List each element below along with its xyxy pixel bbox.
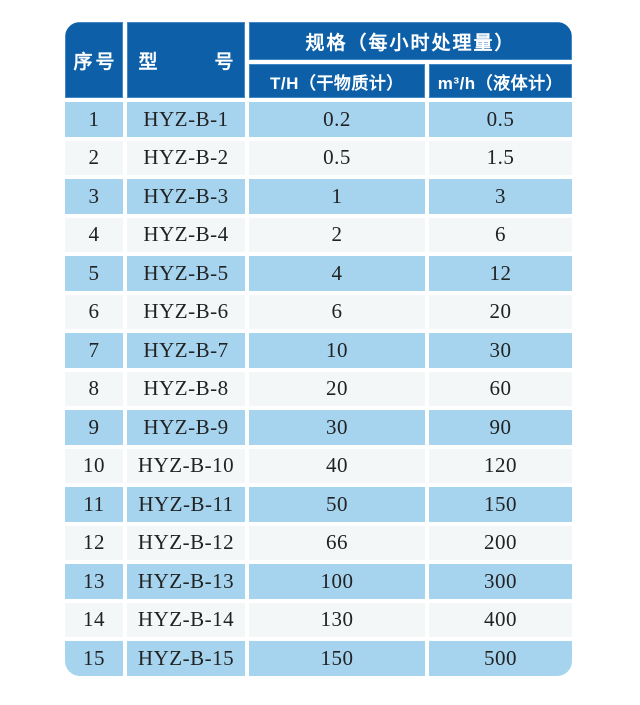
table-cell-model: HYZ-B-2 (127, 140, 245, 175)
table-cell-liquid-value: 30 (429, 333, 572, 368)
table-cell-dry-value: 4 (249, 256, 425, 291)
table-cell-dry-value: 1 (249, 179, 425, 214)
table-cell-model: HYZ-B-12 (127, 525, 245, 560)
header-serial-number: 序号 (65, 22, 123, 98)
table-cell-serial: 13 (65, 564, 123, 599)
table-cell-dry-value: 50 (249, 487, 425, 522)
table-cell-liquid-value: 12 (429, 256, 572, 291)
table-cell-model: HYZ-B-3 (127, 179, 245, 214)
table-cell-dry-value: 130 (249, 602, 425, 637)
table-cell-liquid-value: 1.5 (429, 140, 572, 175)
table-cell-dry-value: 6 (249, 294, 425, 329)
table-cell-serial: 8 (65, 371, 123, 406)
header-dry-matter-capacity: T/H（干物质计） (249, 64, 425, 98)
table-cell-liquid-value: 6 (429, 217, 572, 252)
table-cell-serial: 10 (65, 448, 123, 483)
table-cell-liquid-value: 500 (429, 641, 572, 676)
table-cell-serial: 1 (65, 102, 123, 137)
table-cell-serial: 12 (65, 525, 123, 560)
header-model: 型 号 (127, 22, 245, 98)
table-cell-serial: 15 (65, 641, 123, 676)
table-cell-dry-value: 0.5 (249, 140, 425, 175)
table-cell-dry-value: 2 (249, 217, 425, 252)
table-cell-liquid-value: 3 (429, 179, 572, 214)
table-cell-model: HYZ-B-7 (127, 333, 245, 368)
table-cell-liquid-value: 90 (429, 410, 572, 445)
table-cell-liquid-value: 60 (429, 371, 572, 406)
table-cell-dry-value: 66 (249, 525, 425, 560)
table-cell-model: HYZ-B-15 (127, 641, 245, 676)
table-cell-liquid-value: 120 (429, 448, 572, 483)
table-cell-dry-value: 150 (249, 641, 425, 676)
table-cell-serial: 5 (65, 256, 123, 291)
table-cell-liquid-value: 400 (429, 602, 572, 637)
table-cell-serial: 3 (65, 179, 123, 214)
table-cell-model: HYZ-B-14 (127, 602, 245, 637)
table-cell-serial: 4 (65, 217, 123, 252)
table-cell-dry-value: 30 (249, 410, 425, 445)
table-cell-model: HYZ-B-1 (127, 102, 245, 137)
table-cell-liquid-value: 150 (429, 487, 572, 522)
table-cell-dry-value: 10 (249, 333, 425, 368)
table-cell-serial: 2 (65, 140, 123, 175)
table-cell-liquid-value: 300 (429, 564, 572, 599)
table-cell-model: HYZ-B-4 (127, 217, 245, 252)
table-cell-model: HYZ-B-5 (127, 256, 245, 291)
table-cell-model: HYZ-B-11 (127, 487, 245, 522)
table-cell-model: HYZ-B-10 (127, 448, 245, 483)
table-cell-liquid-value: 20 (429, 294, 572, 329)
spec-table: 序号 型 号 规格（每小时处理量） T/H（干物质计） m³/h（液体计） 1 … (65, 22, 572, 676)
header-spec-group: 规格（每小时处理量） (249, 22, 572, 60)
table-cell-serial: 14 (65, 602, 123, 637)
header-liquid-capacity: m³/h（液体计） (429, 64, 572, 98)
table-cell-liquid-value: 200 (429, 525, 572, 560)
table-cell-dry-value: 0.2 (249, 102, 425, 137)
table-cell-dry-value: 40 (249, 448, 425, 483)
table-cell-model: HYZ-B-8 (127, 371, 245, 406)
table-cell-serial: 6 (65, 294, 123, 329)
table-cell-model: HYZ-B-13 (127, 564, 245, 599)
table-cell-liquid-value: 0.5 (429, 102, 572, 137)
table-cell-dry-value: 100 (249, 564, 425, 599)
table-cell-model: HYZ-B-6 (127, 294, 245, 329)
table-cell-serial: 11 (65, 487, 123, 522)
table-cell-dry-value: 20 (249, 371, 425, 406)
table-cell-serial: 9 (65, 410, 123, 445)
table-cell-serial: 7 (65, 333, 123, 368)
table-cell-model: HYZ-B-9 (127, 410, 245, 445)
